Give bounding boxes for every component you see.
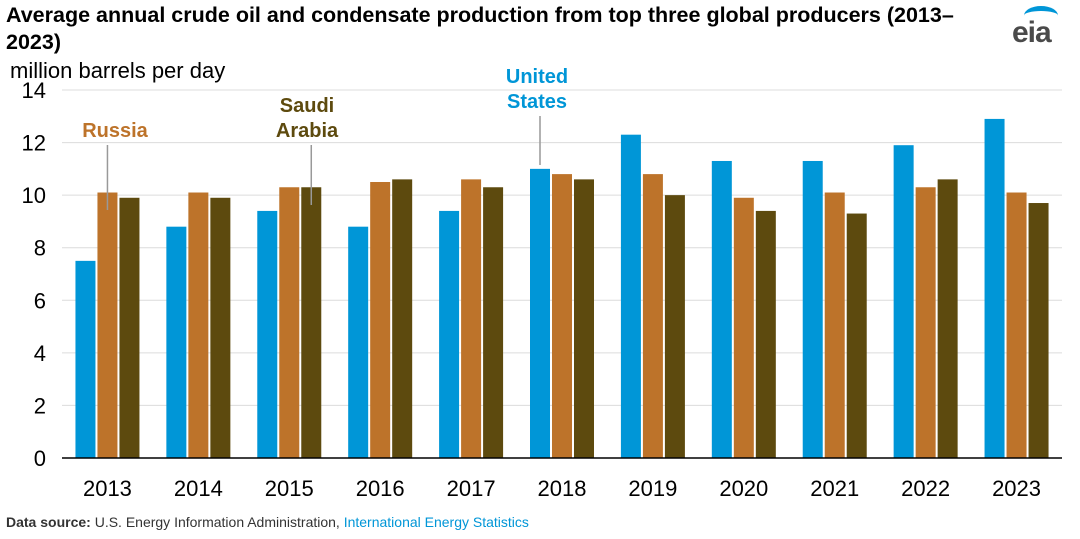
bar — [530, 168, 550, 458]
bar — [574, 179, 594, 458]
y-tick-label: 8 — [34, 236, 46, 261]
x-tick-label: 2020 — [719, 476, 768, 501]
x-tick-label: 2014 — [174, 476, 223, 501]
y-tick-label: 10 — [22, 183, 46, 208]
x-tick-label: 2022 — [901, 476, 950, 501]
bar — [461, 179, 482, 458]
series-label: Saudi — [280, 95, 334, 117]
eia-logo: eia — [1012, 6, 1058, 50]
bar — [642, 174, 663, 458]
series-label: Russia — [82, 120, 148, 142]
bar — [984, 118, 1005, 459]
bar — [846, 213, 867, 458]
bar — [370, 182, 391, 458]
bar — [552, 174, 572, 458]
chart-title: Average annual crude oil and condensate … — [6, 3, 954, 54]
x-tick-label: 2013 — [83, 476, 132, 501]
x-tick-label: 2016 — [356, 476, 405, 501]
data-source-text: U.S. Energy Information Administration, — [94, 514, 340, 530]
bar — [75, 260, 96, 458]
series-label: United — [506, 66, 568, 88]
bar — [1006, 192, 1027, 458]
bar — [279, 187, 300, 458]
bar — [893, 145, 914, 458]
x-tick-label: 2023 — [992, 476, 1041, 501]
bar — [937, 179, 958, 458]
bar — [301, 187, 322, 458]
bar — [483, 187, 504, 458]
y-tick-label: 14 — [22, 78, 46, 103]
series-label: Arabia — [276, 120, 339, 142]
y-tick-label: 6 — [34, 288, 46, 313]
y-tick-label: 12 — [22, 131, 46, 156]
data-source: Data source: U.S. Energy Information Adm… — [6, 514, 529, 530]
bar — [711, 160, 732, 458]
bar — [188, 192, 209, 458]
bar — [210, 197, 231, 458]
series-label: States — [507, 91, 567, 113]
y-tick-label: 4 — [34, 341, 46, 366]
bar — [1028, 203, 1049, 458]
x-tick-label: 2015 — [265, 476, 314, 501]
bar — [733, 197, 754, 458]
x-tick-label: 2018 — [538, 476, 587, 501]
bar — [392, 179, 413, 458]
bar — [348, 226, 369, 458]
bar-chart: 0 2 4 6 8 10 12 14 2013 2014 2015 2016 2017 2018 2019 2… — [22, 66, 1062, 501]
y-axis-unit-label: million barrels per day — [10, 58, 226, 83]
x-tick-label: 2021 — [810, 476, 859, 501]
data-source-label: Data source: — [6, 514, 91, 530]
bar — [802, 160, 823, 458]
y-tick-label: 2 — [34, 393, 46, 418]
bar — [119, 197, 140, 458]
bar — [97, 192, 118, 458]
x-tick-label: 2019 — [628, 476, 677, 501]
y-tick-label: 0 — [34, 446, 46, 471]
bar — [664, 195, 685, 458]
bar — [439, 210, 460, 458]
data-source-link[interactable]: International Energy Statistics — [343, 514, 529, 530]
bar — [755, 210, 776, 458]
bar — [824, 192, 845, 458]
bar — [166, 226, 187, 458]
bar — [915, 187, 936, 458]
x-tick-label: 2017 — [447, 476, 496, 501]
bar — [257, 210, 278, 458]
bar — [620, 134, 641, 458]
